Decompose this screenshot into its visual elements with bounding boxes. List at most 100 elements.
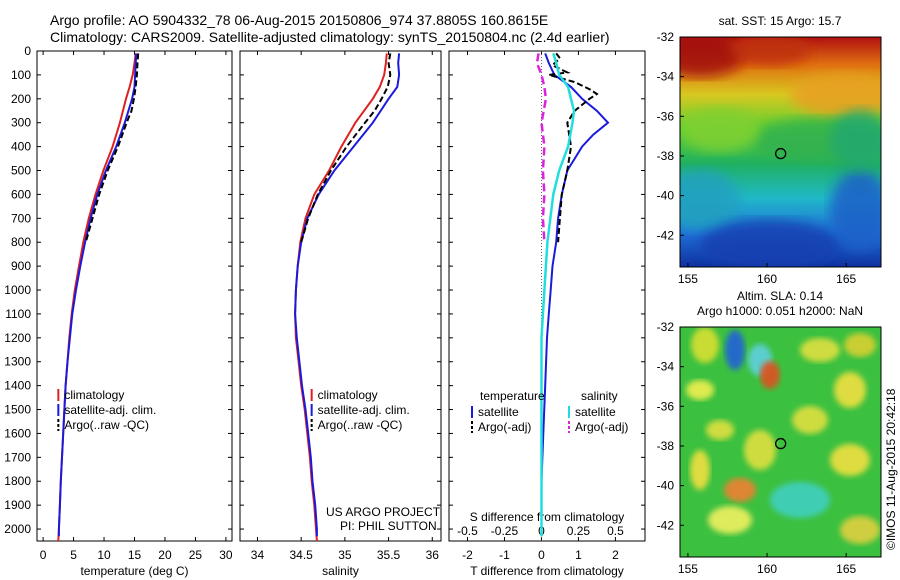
sla-field-patch — [834, 372, 866, 408]
difference-xlabel: T difference from climatology — [470, 564, 624, 578]
depth-tick-label: 0 — [24, 44, 31, 58]
sst-map-field — [680, 37, 881, 267]
depth-tick-label: 700 — [11, 211, 31, 225]
salinity-legend-label: Argo(..raw -QC) — [318, 418, 403, 432]
sla-lat-tick-label: -34 — [657, 360, 675, 374]
sst-lon-tick-label: 155 — [678, 272, 698, 286]
sla-lat-tick-label: -38 — [657, 439, 675, 453]
sla-field-patch — [844, 333, 876, 357]
depth-tick-label: 1500 — [4, 403, 31, 417]
sla-field-patch — [725, 330, 745, 370]
salinity-xtick-label: 35.5 — [377, 548, 401, 562]
sst-lat-tick-label: -36 — [657, 109, 675, 123]
sla-field-patch — [708, 506, 752, 534]
sla-lat-tick-label: -42 — [657, 518, 675, 532]
sla-lon-tick-label: 155 — [678, 562, 698, 576]
salinity-series-satellite-adj-clim- — [294, 53, 401, 537]
difference-xtick-label: 1 — [575, 548, 582, 562]
depth-tick-label: 900 — [11, 259, 31, 273]
difference-legend-label: Argo(-adj) — [575, 420, 628, 434]
temperature-xtick-label: 0 — [40, 548, 47, 562]
temperature-series-argo-raw-qc- — [84, 53, 140, 243]
difference-xtick-label: -2 — [462, 548, 473, 562]
sla-lat-tick-label: -32 — [657, 320, 675, 334]
s-diff-tick-label: 0.5 — [607, 524, 624, 538]
temperature-axes-frame — [36, 50, 233, 542]
difference-legend-label: Argo(-adj) — [478, 420, 531, 434]
temperature-xtick-label: 15 — [128, 548, 142, 562]
sla-field-patch — [760, 361, 780, 389]
sst-field-patch — [680, 37, 745, 77]
difference-series-salinity-satellite — [540, 53, 576, 537]
difference-axes-frame — [448, 50, 646, 542]
sst-field-patch — [680, 108, 760, 152]
sla-field-patch — [770, 482, 830, 518]
sst-map-frame — [679, 36, 882, 268]
depth-tick-label: 1600 — [4, 426, 31, 440]
sst-field-patch — [680, 170, 740, 230]
depth-tick-label: 1100 — [5, 307, 31, 321]
salinity-xtick-label: 35 — [338, 548, 352, 562]
sst-field-patch — [730, 37, 810, 66]
sla-field-patch — [792, 406, 828, 434]
salinity-xtick-label: 34 — [251, 548, 265, 562]
temperature-legend-label: Argo(..raw -QC) — [64, 418, 149, 432]
depth-tick-label: 1400 — [4, 379, 31, 393]
sst-lat-tick-label: -38 — [657, 149, 675, 163]
project-annotation: US ARGO PROJECT — [326, 505, 441, 519]
sla-field-patch — [840, 516, 880, 544]
temperature-xtick-label: 25 — [189, 548, 203, 562]
depth-tick-label: 100 — [11, 68, 31, 82]
temperature-xtick-label: 20 — [158, 548, 172, 562]
sla-field-patch — [724, 478, 756, 502]
sla-argo-position-marker — [775, 437, 787, 450]
sla-map-title: Altim. SLA: 0.14 — [737, 289, 823, 303]
sst-lat-tick-label: -40 — [657, 189, 675, 203]
sla-field-patch — [744, 430, 776, 470]
depth-tick-label: 1000 — [4, 283, 31, 297]
sst-field-patch — [790, 73, 881, 117]
sla-map-frame — [679, 326, 882, 558]
difference-legend-label: satellite — [575, 405, 616, 419]
salinity-legend-label: satellite-adj. clim. — [318, 403, 410, 417]
sst-lon-tick-label: 165 — [836, 272, 856, 286]
sla-lon-tick-label: 160 — [757, 562, 777, 576]
depth-tick-label: 1200 — [4, 331, 31, 345]
s-diff-tick-label: 0.25 — [567, 524, 591, 538]
sla-map-field — [680, 327, 881, 557]
side-timestamp: ©IMOS 11-Aug-2015 20:42:18 — [884, 388, 898, 550]
sst-field-patch — [830, 170, 881, 250]
temperature-xtick-label: 5 — [70, 548, 77, 562]
depth-tick-label: 400 — [11, 140, 31, 154]
sla-field-patch — [830, 444, 870, 476]
difference-xtick-label: 0 — [538, 548, 545, 562]
depth-tick-label: 800 — [11, 235, 31, 249]
sla-field-patch — [691, 327, 719, 363]
sla-lon-tick-label: 165 — [836, 562, 856, 576]
temperature-xtick-label: 30 — [219, 548, 233, 562]
temperature-xlabel: temperature (deg C) — [80, 564, 188, 578]
sst-lat-tick-label: -42 — [657, 228, 675, 242]
sst-argo-position-marker — [775, 147, 787, 160]
legend-title-salinity: salinity — [581, 389, 618, 403]
sla-field-patch — [706, 420, 734, 440]
salinity-xlabel: salinity — [322, 564, 359, 578]
sst-map-title: sat. SST: 15 Argo: 15.7 — [719, 14, 842, 28]
s-diff-tick-label: -0.25 — [491, 524, 519, 538]
sla-field-patch — [686, 380, 714, 400]
difference-xtick-label: 2 — [612, 548, 619, 562]
sla-lat-tick-label: -36 — [657, 399, 675, 413]
difference-legend-label: satellite — [478, 405, 519, 419]
temperature-legend-label: satellite-adj. clim. — [64, 403, 156, 417]
s-diff-xlabel: S difference from climatology — [470, 510, 625, 524]
depth-tick-label: 300 — [11, 116, 31, 130]
salinity-axes-frame — [239, 50, 442, 542]
s-diff-tick-label: -0.5 — [457, 524, 478, 538]
sst-lon-tick-label: 160 — [757, 272, 777, 286]
depth-tick-label: 2000 — [4, 522, 31, 536]
figure-title-line-2: Climatology: CARS2009. Satellite-adjuste… — [50, 29, 610, 45]
difference-series-salinity-argo-adj- — [535, 53, 548, 243]
temperature-legend-label: climatology — [64, 388, 124, 402]
